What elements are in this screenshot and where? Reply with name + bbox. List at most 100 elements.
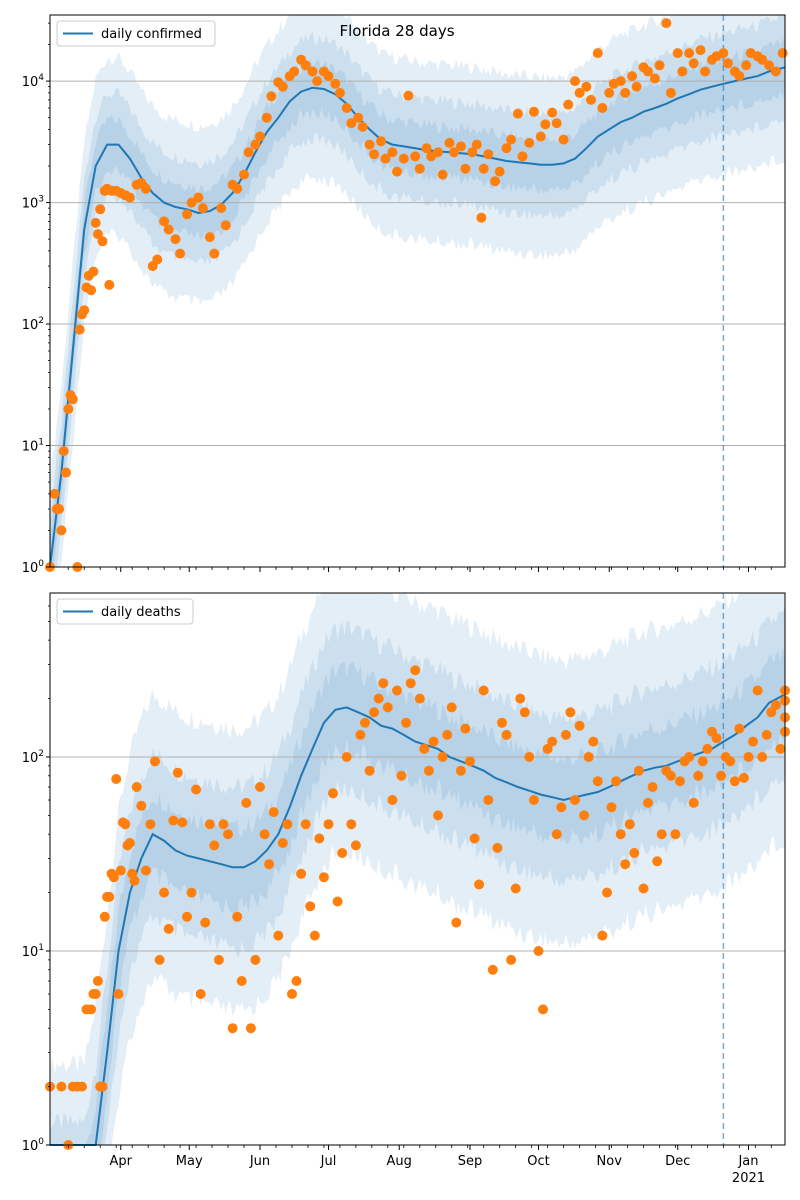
observed-point xyxy=(104,891,115,902)
x-tick-label: Jan xyxy=(737,1154,758,1169)
observed-point xyxy=(245,1023,256,1034)
observed-point xyxy=(350,840,361,851)
observed-point xyxy=(154,954,165,965)
observed-point xyxy=(186,197,197,208)
observed-point xyxy=(631,81,642,92)
observed-point xyxy=(140,183,151,194)
observed-point xyxy=(92,976,103,986)
observed-point xyxy=(757,752,768,762)
observed-point xyxy=(223,829,233,840)
chart-title: Florida 28 days xyxy=(339,22,454,40)
observed-point xyxy=(460,163,471,174)
observed-point xyxy=(268,807,279,818)
observed-point xyxy=(95,204,106,215)
observed-point xyxy=(380,153,391,164)
observed-point xyxy=(777,48,788,59)
x-tick-label: Aug xyxy=(387,1154,412,1169)
observed-point xyxy=(661,18,672,29)
observed-point xyxy=(197,203,208,214)
observed-point xyxy=(387,147,398,158)
observed-point xyxy=(250,139,261,150)
observed-point xyxy=(492,842,503,853)
observed-point xyxy=(629,848,640,858)
observed-point xyxy=(688,797,699,808)
observed-point xyxy=(182,209,192,220)
observed-point xyxy=(741,60,752,71)
observed-point xyxy=(551,118,562,129)
x-tick-label: Oct xyxy=(527,1154,549,1169)
observed-point xyxy=(533,946,544,956)
observed-point xyxy=(364,139,375,150)
observed-point xyxy=(334,87,345,98)
observed-point xyxy=(615,829,626,840)
observed-point xyxy=(433,147,443,158)
observed-point xyxy=(729,776,740,787)
confirmed-model-line xyxy=(49,66,786,568)
observed-point xyxy=(213,954,224,965)
observed-point xyxy=(620,859,631,870)
observed-point xyxy=(373,693,384,704)
observed-point xyxy=(56,525,67,536)
observed-point xyxy=(446,702,457,713)
observed-point xyxy=(483,149,494,160)
observed-point xyxy=(656,829,667,840)
observed-point xyxy=(378,678,389,689)
x-tick-label: Jul xyxy=(320,1154,337,1169)
observed-point xyxy=(353,112,364,123)
observed-point xyxy=(175,248,186,259)
observed-point xyxy=(357,121,368,132)
observed-point xyxy=(369,149,380,160)
observed-point xyxy=(401,717,412,728)
observed-point xyxy=(506,134,517,145)
observed-point xyxy=(209,248,220,259)
observed-point xyxy=(624,819,635,830)
observed-point xyxy=(360,717,370,728)
observed-point xyxy=(433,810,443,821)
deaths-legend-box xyxy=(56,598,194,625)
observed-point xyxy=(300,819,311,830)
observed-point xyxy=(570,795,580,805)
uncertainty-band-1 xyxy=(50,593,785,1145)
observed-point xyxy=(451,917,462,928)
observed-point xyxy=(748,736,758,747)
observed-point xyxy=(670,829,681,840)
observed-point xyxy=(387,795,398,805)
observed-point xyxy=(182,911,192,922)
observed-point xyxy=(410,665,421,676)
observed-point xyxy=(277,838,288,848)
observed-point xyxy=(410,151,421,162)
observed-point xyxy=(97,1081,108,1092)
observed-point xyxy=(150,756,160,767)
observed-point xyxy=(266,91,277,102)
observed-point xyxy=(574,720,585,731)
observed-point xyxy=(654,60,665,71)
observed-point xyxy=(318,872,329,883)
uncertainty-band-2 xyxy=(50,15,785,567)
observed-point xyxy=(770,66,781,77)
observed-point xyxy=(330,78,341,89)
observed-point xyxy=(455,765,466,776)
observed-point xyxy=(688,58,699,69)
observed-point xyxy=(528,106,539,117)
observed-point xyxy=(574,87,585,98)
observed-point xyxy=(355,729,366,740)
observed-point xyxy=(556,802,567,813)
deaths-uncertainty-bands xyxy=(50,593,785,1145)
observed-point xyxy=(643,66,653,77)
observed-point xyxy=(56,1081,67,1092)
observed-point xyxy=(382,702,393,713)
observed-point xyxy=(232,911,243,922)
observed-point xyxy=(341,103,352,113)
observed-point xyxy=(615,76,626,87)
observed-point xyxy=(79,305,90,316)
observed-point xyxy=(341,752,352,762)
confirmed-uncertainty-bands xyxy=(50,15,785,567)
observed-point xyxy=(195,989,206,999)
observed-point xyxy=(528,795,539,805)
observed-point xyxy=(241,797,252,808)
observed-point xyxy=(204,819,215,830)
uncertainty-band-3 xyxy=(50,647,785,1145)
observed-point xyxy=(770,700,781,711)
observed-point xyxy=(300,60,311,71)
observed-point xyxy=(113,989,124,999)
